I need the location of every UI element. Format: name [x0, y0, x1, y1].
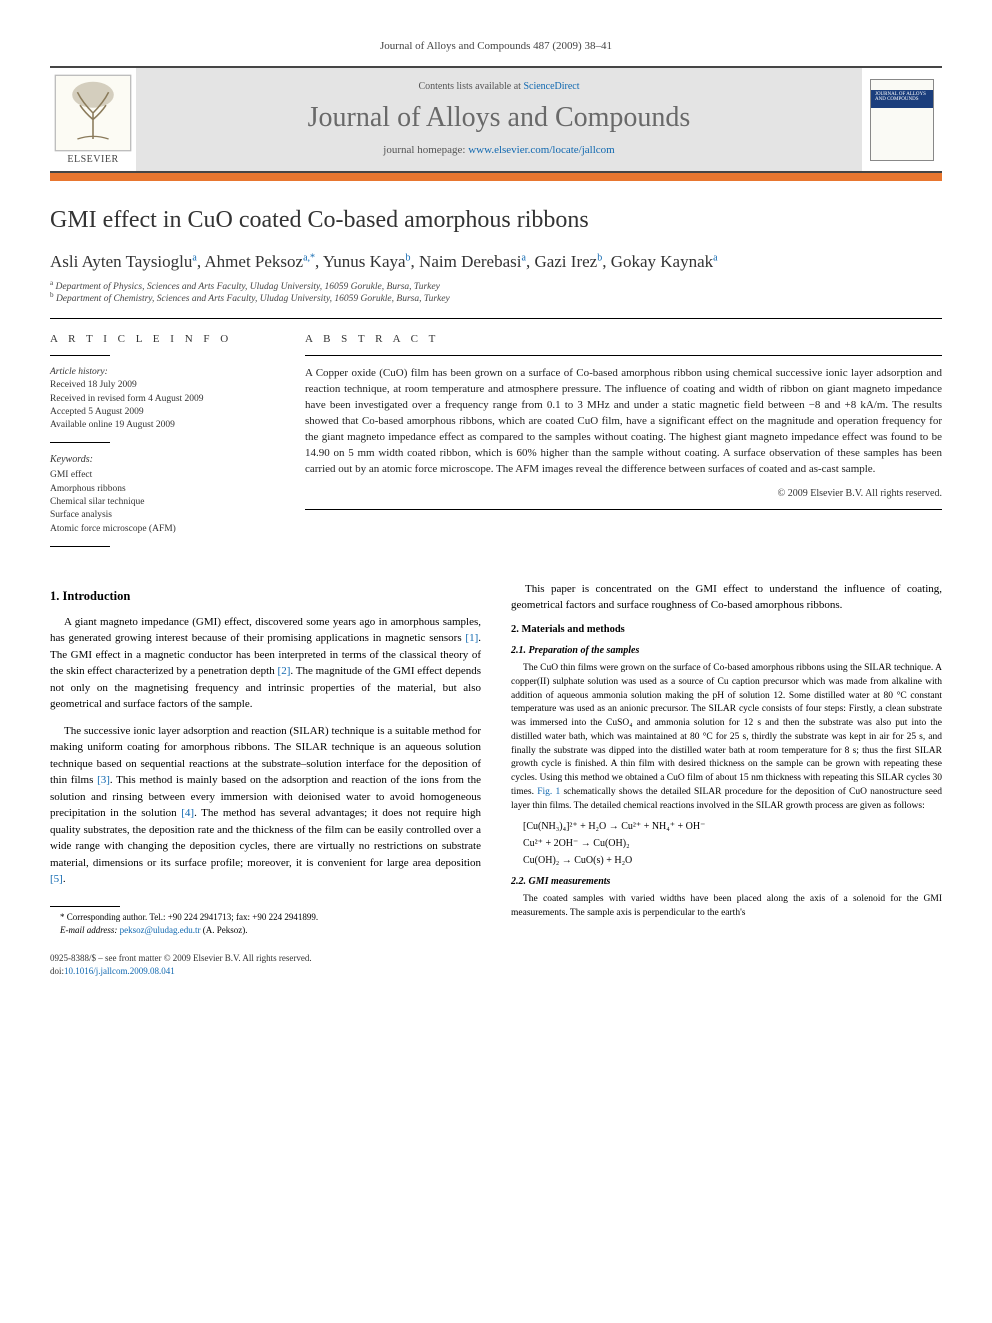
- equation-2: Cu²⁺ + 2OH⁻ → Cu(OH)₂: [523, 838, 942, 849]
- doi-link[interactable]: 10.1016/j.jallcom.2009.08.041: [64, 966, 175, 976]
- email-label: E-mail address:: [60, 925, 117, 935]
- history-line: Accepted 5 August 2009: [50, 406, 275, 419]
- abstract-text: A Copper oxide (CuO) film has been grown…: [305, 366, 942, 478]
- email-link[interactable]: peksoz@uludag.edu.tr: [120, 925, 201, 935]
- contents-line: Contents lists available at ScienceDirec…: [146, 81, 852, 92]
- abstract-heading: A B S T R A C T: [305, 333, 942, 345]
- cover-thumbnail: JOURNAL OF ALLOYS AND COMPOUNDS: [870, 79, 934, 161]
- journal-reference: Journal of Alloys and Compounds 487 (200…: [50, 40, 942, 52]
- front-matter-line: 0925-8388/$ – see front matter © 2009 El…: [50, 952, 481, 965]
- homepage-line: journal homepage: www.elsevier.com/locat…: [146, 144, 852, 156]
- elsevier-logo: ELSEVIER: [50, 68, 136, 171]
- affiliation: b Department of Chemistry, Sciences and …: [50, 294, 942, 304]
- keyword: GMI effect: [50, 469, 275, 482]
- history-line: Received in revised form 4 August 2009: [50, 393, 275, 406]
- cover-text: JOURNAL OF ALLOYS AND COMPOUNDS: [875, 92, 929, 103]
- intro-para-3: This paper is concentrated on the GMI ef…: [511, 581, 942, 614]
- sciencedirect-link[interactable]: ScienceDirect: [523, 81, 579, 92]
- equation-3: Cu(OH)₂ → CuO(s) + H₂O: [523, 855, 942, 866]
- meta-abstract-row: A R T I C L E I N F O Article history: R…: [50, 333, 942, 557]
- journal-title: Journal of Alloys and Compounds: [146, 102, 852, 134]
- keyword: Amorphous ribbons: [50, 483, 275, 496]
- doi-label: doi:: [50, 966, 64, 976]
- article-info-heading: A R T I C L E I N F O: [50, 333, 275, 345]
- intro-para-2: The successive ionic layer adsorption an…: [50, 723, 481, 888]
- info-rule-2: [50, 442, 110, 443]
- history-label: Article history:: [50, 366, 275, 379]
- page-root: Journal of Alloys and Compounds 487 (200…: [0, 0, 992, 1017]
- journal-header: ELSEVIER Contents lists available at Sci…: [50, 66, 942, 173]
- article-history: Article history: Received 18 July 2009Re…: [50, 366, 275, 432]
- journal-cover: JOURNAL OF ALLOYS AND COMPOUNDS: [862, 68, 942, 171]
- homepage-link[interactable]: www.elsevier.com/locate/jallcom: [468, 144, 615, 156]
- abstract-rule-bottom: [305, 509, 942, 510]
- info-rule-1: [50, 355, 110, 356]
- footer-bar: 0925-8388/$ – see front matter © 2009 El…: [50, 952, 481, 977]
- email-footnote: E-mail address: peksoz@uludag.edu.tr (A.…: [50, 924, 481, 937]
- prep-para-1: The CuO thin films were grown on the sur…: [511, 662, 942, 813]
- footnote-rule: [50, 906, 120, 907]
- affiliations: a Department of Physics, Sciences and Ar…: [50, 282, 942, 304]
- affiliation: a Department of Physics, Sciences and Ar…: [50, 282, 942, 292]
- rule-top: [50, 318, 942, 319]
- elsevier-tree-icon: [54, 74, 132, 152]
- orange-rule: [50, 173, 942, 181]
- homepage-prefix: journal homepage:: [383, 144, 468, 156]
- elsevier-label: ELSEVIER: [67, 154, 118, 165]
- abstract-column: A B S T R A C T A Copper oxide (CuO) fil…: [305, 333, 942, 557]
- abstract-rule-top: [305, 355, 942, 356]
- history-line: Received 18 July 2009: [50, 379, 275, 392]
- gmi-para-1: The coated samples with varied widths ha…: [511, 893, 942, 921]
- section-2-heading: 2. Materials and methods: [511, 624, 942, 635]
- equation-1: [Cu(NH₃)₄]²⁺ + H₂O → Cu²⁺ + NH₄⁺ + OH⁻: [523, 821, 942, 832]
- section-2-1-heading: 2.1. Preparation of the samples: [511, 645, 942, 656]
- right-column: This paper is concentrated on the GMI ef…: [511, 581, 942, 977]
- authors-line: Asli Ayten Taysioglua, Ahmet Peksoza,*, …: [50, 252, 942, 272]
- corresponding-author-footnote: * Corresponding author. Tel.: +90 224 29…: [50, 911, 481, 924]
- abstract-copyright: © 2009 Elsevier B.V. All rights reserved…: [305, 488, 942, 499]
- email-suffix: (A. Peksoz).: [203, 925, 248, 935]
- left-column: 1. Introduction A giant magneto impedanc…: [50, 581, 481, 977]
- keywords-block: Keywords: GMI effectAmorphous ribbonsChe…: [50, 453, 275, 535]
- keywords-label: Keywords:: [50, 453, 275, 467]
- section-2-2-heading: 2.2. GMI measurements: [511, 876, 942, 887]
- contents-prefix: Contents lists available at: [418, 81, 523, 92]
- keyword: Surface analysis: [50, 509, 275, 522]
- history-line: Available online 19 August 2009: [50, 419, 275, 432]
- article-info-column: A R T I C L E I N F O Article history: R…: [50, 333, 275, 557]
- intro-para-1: A giant magneto impedance (GMI) effect, …: [50, 614, 481, 713]
- article-title: GMI effect in CuO coated Co-based amorph…: [50, 207, 942, 234]
- info-rule-3: [50, 546, 110, 547]
- body-columns: 1. Introduction A giant magneto impedanc…: [50, 581, 942, 977]
- header-center: Contents lists available at ScienceDirec…: [136, 68, 862, 171]
- keyword: Chemical silar technique: [50, 496, 275, 509]
- keyword: Atomic force microscope (AFM): [50, 523, 275, 536]
- section-1-heading: 1. Introduction: [50, 589, 481, 604]
